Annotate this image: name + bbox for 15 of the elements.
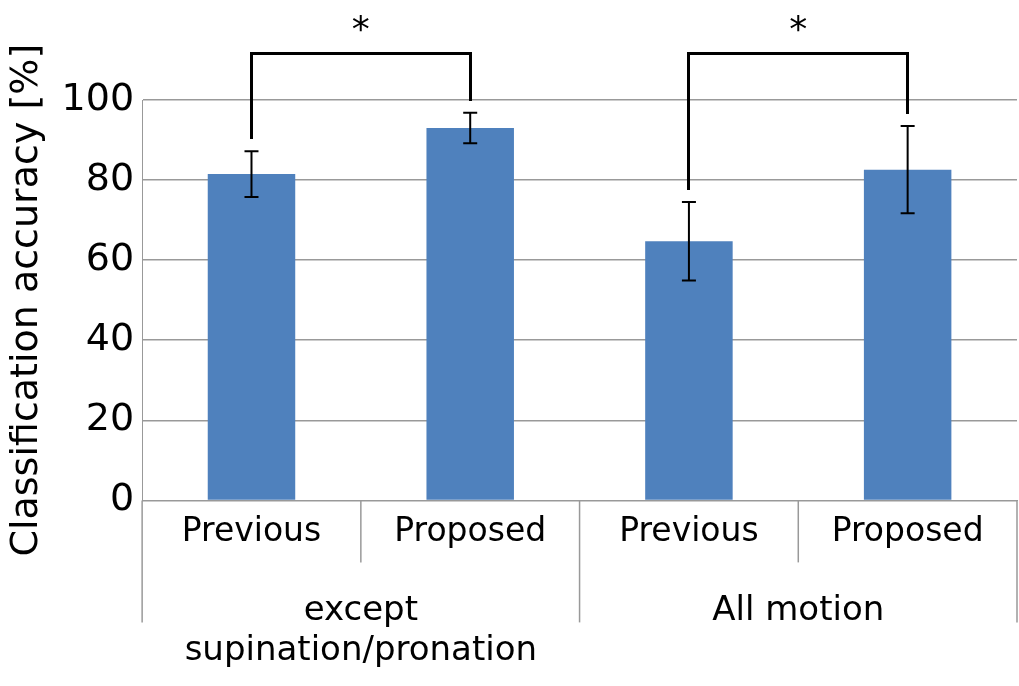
x-tick-label: Proposed xyxy=(394,509,547,549)
y-axis-title: Classification accuracy [%] xyxy=(1,43,46,557)
x-tick-label: Previous xyxy=(619,509,759,549)
y-tick-label: 20 xyxy=(85,395,135,440)
y-tick-label: 100 xyxy=(61,74,135,119)
y-tick-label: 60 xyxy=(85,235,135,280)
text: * xyxy=(788,8,809,49)
x-tick-label: Proposed xyxy=(831,509,984,549)
text: except supination/pronation xyxy=(183,588,539,669)
text: * xyxy=(350,8,371,49)
x-tick-label: Previous xyxy=(181,509,322,549)
y-tick-label: 80 xyxy=(85,154,135,199)
text: All motion xyxy=(711,588,886,629)
y-tick-label: 0 xyxy=(109,475,135,520)
y-tick-label: 40 xyxy=(85,315,135,360)
